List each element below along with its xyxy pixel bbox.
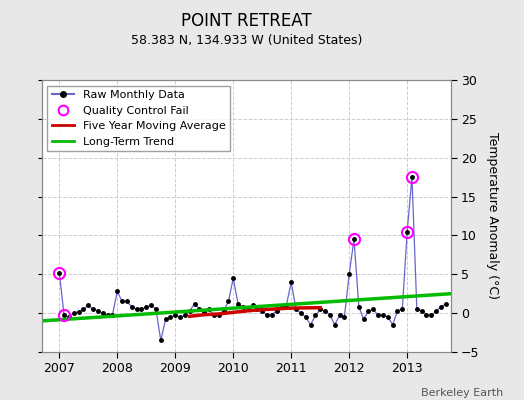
Y-axis label: Temperature Anomaly (°C): Temperature Anomaly (°C) (486, 132, 499, 300)
Text: 58.383 N, 134.933 W (United States): 58.383 N, 134.933 W (United States) (130, 34, 362, 47)
Text: Berkeley Earth: Berkeley Earth (421, 388, 503, 398)
Legend: Raw Monthly Data, Quality Control Fail, Five Year Moving Average, Long-Term Tren: Raw Monthly Data, Quality Control Fail, … (48, 86, 230, 151)
Text: POINT RETREAT: POINT RETREAT (181, 12, 312, 30)
